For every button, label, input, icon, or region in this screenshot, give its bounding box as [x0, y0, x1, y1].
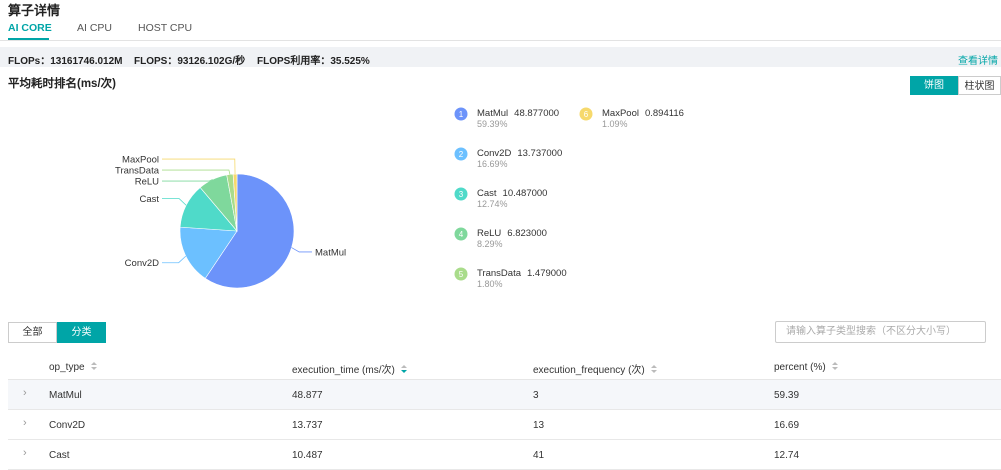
legend-marker — [454, 187, 468, 201]
column-header[interactable]: execution_frequency (次) — [533, 361, 658, 376]
tab-indicator — [8, 38, 49, 40]
legend-percent: 59.39% — [477, 119, 508, 129]
table-cell: 59.39 — [774, 390, 800, 401]
summary-item: FLOPS利用率：35.525% — [257, 56, 370, 67]
chart-title: 平均耗时排名(ms/次) — [8, 78, 116, 90]
sort-icon[interactable] — [90, 361, 98, 371]
column-header[interactable]: op_type — [49, 361, 98, 373]
legend-rank: 1 — [459, 110, 464, 119]
tab[interactable]: AI CPU — [77, 22, 113, 34]
table-row — [8, 410, 1001, 440]
leader-line — [162, 169, 231, 175]
table-cell: Cast — [49, 450, 70, 461]
table-cell: 3 — [533, 390, 539, 401]
table-cell: 13 — [533, 420, 545, 431]
tab[interactable]: HOST CPU — [138, 22, 193, 34]
legend-value: 1.479000 — [527, 268, 567, 279]
column-header[interactable]: execution_time (ms/次) — [292, 361, 408, 376]
filter-button[interactable]: 分类 — [57, 322, 106, 343]
legend-value: 13.737000 — [517, 148, 562, 159]
legend-percent: 1.80% — [477, 279, 503, 289]
legend-name: Cast — [477, 188, 497, 199]
slice-label: TransData — [115, 166, 160, 177]
legend-marker — [454, 147, 468, 161]
sort-icon[interactable] — [831, 361, 839, 371]
legend-entry: ReLU 6.823000 — [477, 228, 547, 239]
table-cell: 48.877 — [292, 390, 323, 401]
summary-bar — [0, 47, 1001, 67]
table-cell: Conv2D — [49, 420, 86, 431]
column-header[interactable]: percent (%) — [774, 361, 839, 373]
table-cell: 13.737 — [292, 420, 323, 431]
sort-icon[interactable] — [400, 364, 408, 374]
legend-entry: Cast 10.487000 — [477, 188, 547, 199]
filter-button[interactable]: 全部 — [8, 322, 57, 343]
table-row — [8, 380, 1001, 410]
tab[interactable]: AI CORE — [8, 22, 52, 34]
leader-line — [291, 247, 312, 253]
legend-percent: 8.29% — [477, 239, 503, 249]
legend-marker — [454, 267, 468, 281]
legend-name: Conv2D — [477, 148, 511, 159]
header-divider — [8, 379, 1001, 380]
table-cell: 10.487 — [292, 450, 323, 461]
legend-name: MatMul — [477, 108, 508, 119]
legend-entry: Conv2D 13.737000 — [477, 148, 562, 159]
details-link[interactable]: 查看详情 — [958, 56, 998, 67]
table-cell: 41 — [533, 450, 545, 461]
table-row — [8, 440, 1001, 470]
legend-entry: TransData 1.479000 — [477, 268, 567, 279]
legend-name: ReLU — [477, 228, 501, 239]
table-cell: MatMul — [49, 390, 82, 401]
legend-rank: 2 — [459, 150, 464, 159]
slice-label: Cast — [139, 194, 159, 205]
legend-value: 48.877000 — [514, 108, 559, 119]
leader-line — [162, 255, 187, 264]
legend-rank: 3 — [459, 190, 464, 199]
legend-percent: 16.69% — [477, 159, 508, 169]
legend-percent: 12.74% — [477, 199, 508, 209]
page-title: 算子详情 — [8, 3, 61, 18]
slice-label: Conv2D — [125, 258, 159, 269]
table: op_type execution_time (ms/次) execution_fr… — [8, 355, 1001, 470]
expand-toggle[interactable]: › — [23, 417, 27, 429]
sort-icon[interactable] — [650, 364, 658, 374]
legend-percent: 1.09% — [602, 119, 628, 129]
table-cell: 12.74 — [774, 450, 800, 461]
legend-value: 10.487000 — [503, 188, 548, 199]
pie-slice — [232, 173, 238, 232]
legend-marker — [454, 107, 468, 121]
summary-item: FLOPS：93126.102G/秒 — [134, 56, 246, 67]
slice-label: MatMul — [315, 247, 346, 258]
divider — [0, 40, 1001, 41]
legend-value: 6.823000 — [507, 228, 547, 239]
legend-rank: 6 — [584, 110, 589, 119]
pie-slice — [179, 226, 238, 279]
leader-line — [162, 158, 236, 175]
view-toggle[interactable]: 饼图 — [910, 76, 958, 95]
legend-value: 0.894116 — [645, 108, 684, 119]
legend-marker — [454, 227, 468, 241]
legend-rank: 5 — [459, 270, 464, 279]
expand-toggle[interactable]: › — [23, 447, 27, 459]
legend-name: TransData — [477, 268, 522, 279]
view-toggle[interactable]: 柱状图 — [958, 76, 1001, 95]
legend-entry: MatMul 48.877000 — [477, 108, 559, 119]
legend-rank: 4 — [459, 230, 464, 239]
table-cell: 16.69 — [774, 420, 800, 431]
slice-label: MaxPool — [122, 155, 159, 166]
slice-label: ReLU — [135, 177, 159, 188]
expand-toggle[interactable]: › — [23, 387, 27, 399]
legend-entry: MaxPool 0.894116 — [602, 108, 684, 119]
legend-name: MaxPool — [602, 108, 639, 119]
leader-line — [162, 198, 187, 206]
legend-marker — [579, 107, 593, 121]
search-input[interactable]: 请输入算子类型搜索（不区分大小写） — [775, 321, 986, 343]
leader-line — [162, 179, 213, 182]
summary-item: FLOPs：13161746.012M — [8, 56, 123, 67]
